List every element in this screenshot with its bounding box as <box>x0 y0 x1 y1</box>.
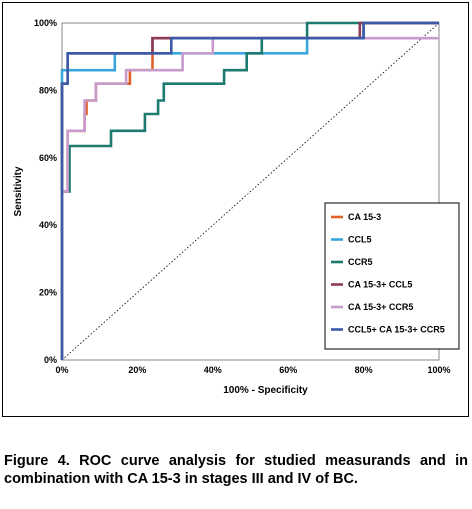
roc-chart: 0% 20% 40% 60% 80% 100% 0% 20% 40% 60% 80% 100% 100%… <box>13 18 460 396</box>
figure-frame: 0% 20% 40% 60% 80% 100% 0% 20% 40% 60% 80% 100% 100%… <box>2 2 469 417</box>
y-axis-title: Sensitivity <box>13 166 24 216</box>
y-tick-label: 100% <box>34 18 57 28</box>
y-tick-label: 80% <box>39 85 57 95</box>
x-tick-label: 20% <box>128 365 146 375</box>
y-tick-label: 60% <box>39 153 57 163</box>
x-tick-label: 80% <box>355 365 373 375</box>
x-tick-label: 0% <box>55 365 68 375</box>
y-tick-label: 0% <box>44 355 57 365</box>
x-tick-label: 60% <box>279 365 297 375</box>
y-tick-label: 40% <box>39 220 57 230</box>
x-axis-title: 100% - Specificity <box>223 385 308 396</box>
legend-label: CCL5+ CA 15-3+ CCR5 <box>348 325 445 335</box>
legend-box <box>324 202 460 350</box>
legend-label: CA 15-3+ CCL5 <box>348 280 412 290</box>
legend-label: CA 15-3 <box>348 212 381 222</box>
x-tick-label: 40% <box>204 365 222 375</box>
y-tick-label: 20% <box>39 288 57 298</box>
series-line-5 <box>60 36 439 360</box>
x-tick-label: 100% <box>427 365 450 375</box>
series-line-3 <box>60 21 439 360</box>
series-line-6 <box>60 21 439 360</box>
legend-label: CA 15-3+ CCR5 <box>348 302 413 312</box>
reference-diagonal-line <box>61 22 440 361</box>
legend-label: CCL5 <box>348 235 372 245</box>
figure-caption: Figure 4. ROC curve analysis for studied… <box>4 453 468 487</box>
legend-label: CCR5 <box>348 257 373 267</box>
